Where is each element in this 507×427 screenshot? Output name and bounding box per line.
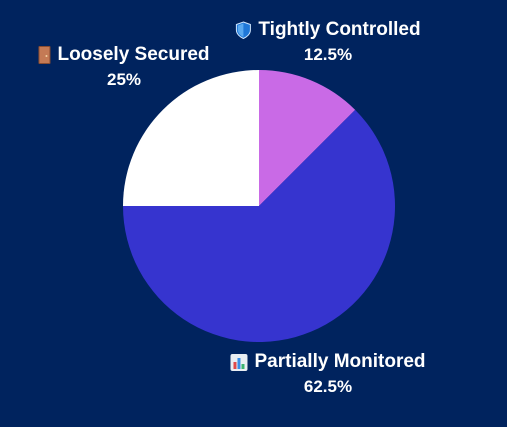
slice-percent: 25% bbox=[106, 70, 142, 89]
shield-icon bbox=[235, 21, 251, 39]
slice-percent: 62.5% bbox=[303, 377, 353, 396]
slice-name: Loosely Secured bbox=[57, 44, 210, 65]
pie-slice-loosely-secured bbox=[123, 70, 259, 206]
slice-percent: 12.5% bbox=[303, 45, 353, 64]
door-icon bbox=[38, 46, 51, 64]
pie-slice-partially-monitored bbox=[123, 109, 395, 342]
slice-name: Tightly Controlled bbox=[258, 19, 421, 40]
slice-label-partially-monitored: Partially Monitored 62.5% bbox=[230, 350, 426, 400]
slice-label-loosely-secured: Loosely Secured 25% bbox=[38, 43, 210, 93]
pie-slice-tightly-controlled bbox=[259, 70, 356, 206]
slice-name: Partially Monitored bbox=[254, 351, 426, 372]
slice-label-tightly-controlled: Tightly Controlled 12.5% bbox=[235, 18, 421, 68]
bar-chart-icon bbox=[230, 353, 248, 371]
